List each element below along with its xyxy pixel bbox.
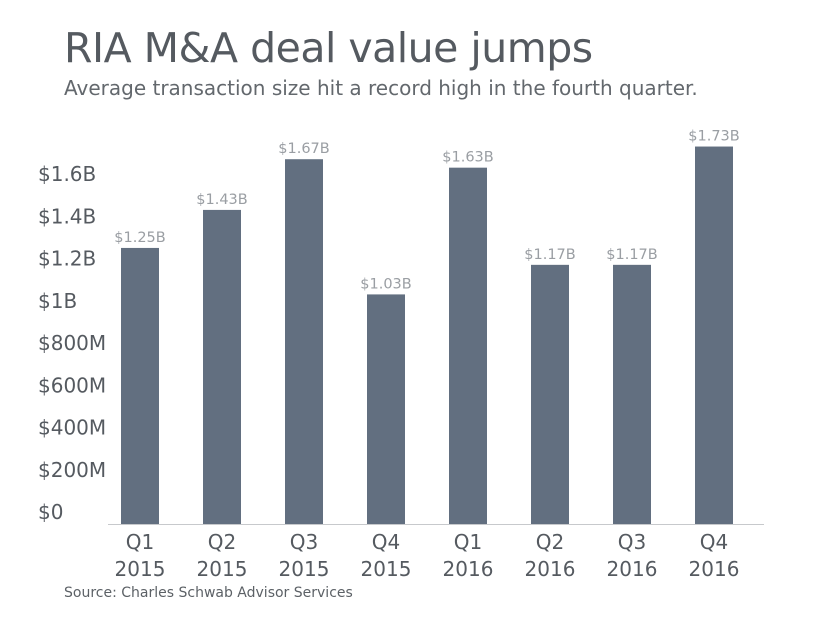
y-tick-label: $600M — [38, 373, 106, 397]
data-label: $1.25B — [114, 230, 165, 246]
x-tick-label-year: 2016 — [689, 557, 740, 581]
bar — [613, 264, 651, 524]
x-tick-label-quarter: Q2 — [208, 530, 236, 554]
x-tick-label-quarter: Q4 — [372, 530, 400, 554]
y-tick-label: $1.6B — [38, 162, 96, 186]
y-axis: $0 $200M $400M $600M $800M $1B $1.2B $1.4B $1.6B — [38, 162, 106, 524]
data-label: $1.17B — [606, 247, 657, 263]
x-axis: Q1 2015 Q2 2015 Q3 2015 Q4 2015 Q1 2016 Q2 2016 Q3 20… — [115, 530, 740, 581]
x-tick-label-quarter: Q1 — [126, 530, 154, 554]
y-tick-label: $400M — [38, 416, 106, 440]
x-tick-label-quarter: Q1 — [454, 530, 482, 554]
y-tick-label: $200M — [38, 458, 106, 482]
x-tick-label-quarter: Q4 — [700, 530, 728, 554]
x-tick-label-year: 2016 — [607, 557, 658, 581]
x-tick-label-quarter: Q2 — [536, 530, 564, 554]
data-label: $1.63B — [442, 150, 493, 166]
bar — [531, 264, 569, 524]
bar — [121, 247, 159, 524]
x-tick-label-year: 2016 — [525, 557, 576, 581]
bar — [449, 167, 487, 524]
y-tick-label: $1.4B — [38, 204, 96, 228]
x-tick-label-year: 2015 — [197, 557, 248, 581]
bar — [695, 146, 733, 524]
data-label: $1.43B — [196, 192, 247, 208]
source-note: Source: Charles Schwab Advisor Services — [64, 585, 353, 601]
data-label: $1.03B — [360, 276, 411, 292]
bar — [203, 209, 241, 524]
data-labels: $1.25B $1.43B $1.67B $1.03B $1.63B $1.17B $1.1… — [114, 129, 739, 293]
data-label: $1.73B — [688, 129, 739, 145]
chart-title: RIA M&A deal value jumps — [64, 24, 593, 72]
y-tick-label: $1.2B — [38, 247, 96, 271]
x-tick-label-quarter: Q3 — [290, 530, 318, 554]
x-tick-label-quarter: Q3 — [618, 530, 646, 554]
bar — [285, 159, 323, 524]
y-tick-label: $1B — [38, 289, 77, 313]
bars — [121, 146, 733, 524]
data-label: $1.67B — [278, 141, 329, 157]
data-label: $1.17B — [524, 247, 575, 263]
y-tick-label: $0 — [38, 500, 63, 524]
x-tick-label-year: 2015 — [361, 557, 412, 581]
bar — [367, 294, 405, 524]
chart-subtitle: Average transaction size hit a record hi… — [64, 76, 698, 100]
y-tick-label: $800M — [38, 331, 106, 355]
x-tick-label-year: 2015 — [115, 557, 166, 581]
x-tick-label-year: 2015 — [279, 557, 330, 581]
x-tick-label-year: 2016 — [443, 557, 494, 581]
